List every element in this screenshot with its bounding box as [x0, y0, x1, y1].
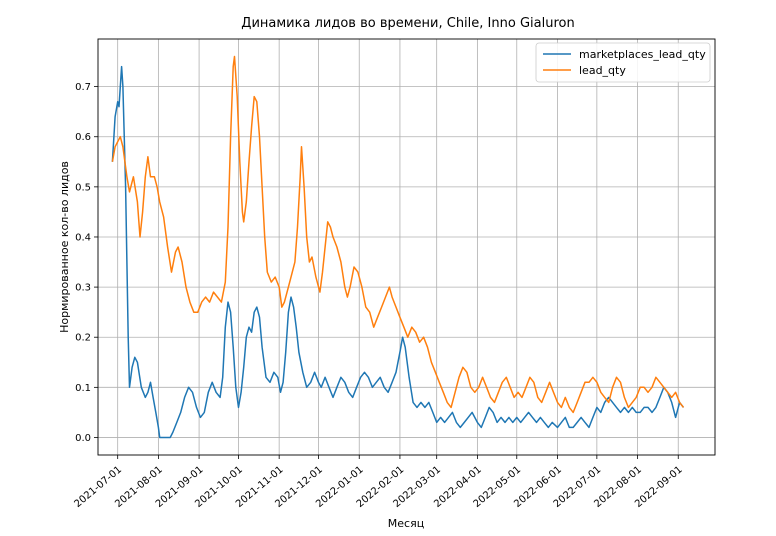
series-line-lead_qty [111, 55, 685, 414]
y-tick-label: 0.5 [75, 182, 91, 193]
series-line-marketplaces_lead_qty [111, 65, 685, 439]
x-axis-label: Месяц [388, 517, 424, 530]
y-axis-label: Нормированное кол-во лидов [58, 161, 71, 333]
y-tick-label: 0.1 [75, 383, 91, 394]
y-tick-label: 0.4 [75, 232, 91, 243]
chart-title: Динамика лидов во времени, Chile, Inno G… [241, 16, 574, 31]
y-tick-label: 0.6 [75, 132, 91, 143]
y-tick-label: 0.0 [75, 433, 91, 444]
y-axis: 0.0 0.1 0.2 0.3 0.4 0.5 0.6 0.7 [75, 82, 98, 444]
plot-area-frame [97, 38, 716, 456]
series-lines [111, 55, 685, 439]
legend-label: lead_qty [579, 64, 626, 77]
legend-label: marketplaces_lead_qty [579, 48, 706, 61]
legend-box [535, 42, 711, 83]
y-tick-label: 0.3 [75, 283, 91, 294]
grid-lines [98, 39, 715, 455]
legend: marketplaces_lead_qty lead_qty [535, 42, 711, 83]
y-tick-label: 0.7 [75, 82, 91, 93]
y-tick-label: 0.2 [75, 333, 91, 344]
